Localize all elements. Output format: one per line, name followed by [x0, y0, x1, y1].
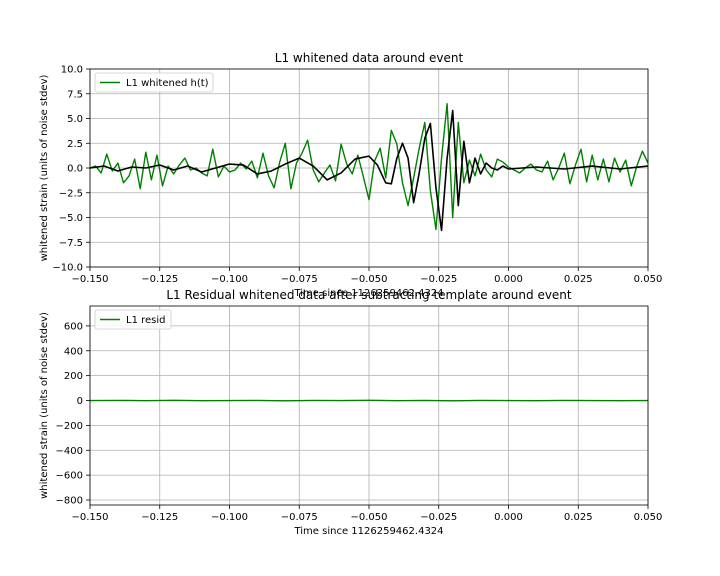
chart-title: L1 Residual whitened data after subtract…: [166, 288, 572, 302]
x-axis-label: Time since 1126259462.4324: [293, 526, 443, 537]
legend-label: L1 whitened h(t): [126, 78, 209, 89]
y-tick-label: −800: [56, 496, 83, 507]
legend-label: L1 resid: [126, 315, 166, 326]
x-tick-label: 0.050: [634, 512, 663, 523]
y-tick-label: −5.0: [59, 213, 83, 224]
x-tick-label: 0.000: [494, 512, 523, 523]
bottom-panel-residual: −0.150 −0.125 −0.100 −0.075 −0.050 −0.025 0.00…: [39, 288, 662, 537]
y-tick-label: −600: [56, 471, 83, 482]
y-axis-label: whitened strain (units of noise stdev): [39, 312, 50, 499]
x-tick-label: 0.025: [564, 274, 593, 285]
x-tick-label: −0.075: [281, 512, 318, 523]
y-tick-label: 2.5: [67, 139, 83, 150]
x-tick-label: −0.050: [350, 274, 387, 285]
x-tick-label: −0.100: [211, 274, 248, 285]
y-tick-label: 400: [64, 346, 83, 357]
x-tick-label: −0.150: [71, 512, 108, 523]
x-tick-label: −0.150: [71, 274, 108, 285]
y-tick-label: 0: [77, 396, 83, 407]
legend: L1 whitened h(t): [95, 73, 213, 92]
y-tick-label: −200: [56, 421, 83, 432]
y-tick-label: 7.5: [67, 89, 83, 100]
x-tick-label: −0.050: [350, 512, 387, 523]
chart-title: L1 whitened data around event: [275, 51, 464, 65]
x-tick-label: −0.025: [420, 274, 457, 285]
y-tick-label: 0.0: [67, 164, 83, 175]
x-tick-label: −0.100: [211, 512, 248, 523]
y-tick-label: 600: [64, 321, 83, 332]
legend: L1 resid: [95, 310, 171, 329]
x-tick-label: −0.075: [281, 274, 318, 285]
x-tick-label: −0.125: [141, 274, 178, 285]
y-tick-label: −7.5: [59, 238, 83, 249]
x-tick-label: 0.050: [634, 274, 663, 285]
y-tick-label: 10.0: [61, 65, 83, 76]
y-tick-label: −10.0: [52, 263, 83, 274]
x-tick-label: −0.125: [141, 512, 178, 523]
x-tick-label: 0.000: [494, 274, 523, 285]
x-tick-label: −0.025: [420, 512, 457, 523]
y-tick-label: −400: [56, 446, 83, 457]
y-tick-label: 5.0: [67, 114, 83, 125]
x-tick-label: 0.025: [564, 512, 593, 523]
y-tick-label: −2.5: [59, 188, 83, 199]
y-tick-label: 200: [64, 371, 83, 382]
top-panel-whitened-data: −0.150 −0.125 −0.100 −0.075 −0.050 −0.025 0.00…: [39, 51, 662, 299]
y-axis-label: whitened strain (units of noise stdev): [39, 75, 50, 262]
